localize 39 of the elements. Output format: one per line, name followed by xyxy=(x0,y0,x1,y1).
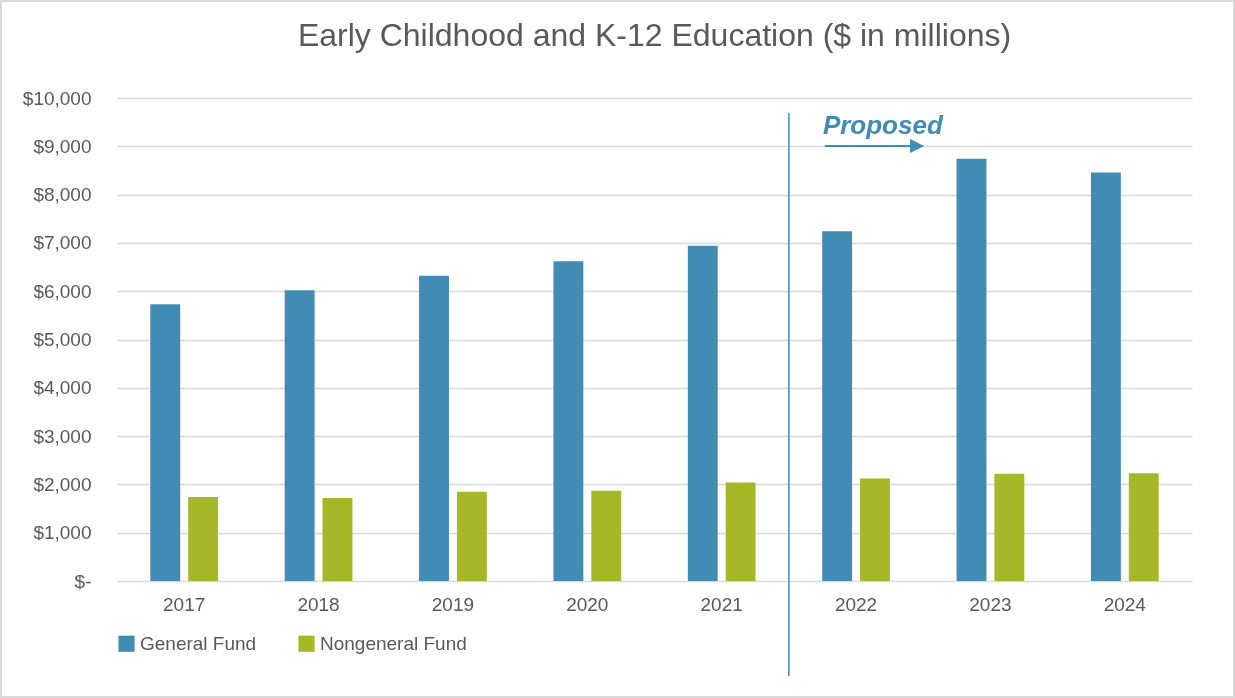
y-tick-label: $9,000 xyxy=(33,135,92,157)
x-tick-label: 2020 xyxy=(566,593,609,615)
x-tick-label: 2017 xyxy=(163,593,206,615)
bar xyxy=(150,304,181,581)
bar xyxy=(725,482,756,581)
bar xyxy=(687,245,718,581)
x-tick-label: 2021 xyxy=(700,593,743,615)
x-tick-label: 2018 xyxy=(297,593,340,615)
bar xyxy=(822,231,853,581)
bar xyxy=(188,496,219,581)
x-tick-label: 2024 xyxy=(1103,593,1147,615)
y-tick-label: $10,000 xyxy=(22,87,92,109)
y-tick-label: $2,000 xyxy=(33,473,92,495)
y-tick-label: $1,000 xyxy=(33,522,92,544)
bar xyxy=(553,261,584,581)
x-tick-label: 2023 xyxy=(969,593,1012,615)
y-tick-label: $3,000 xyxy=(33,425,92,447)
bar xyxy=(1128,473,1159,581)
chart-title: Early Childhood and K-12 Education ($ in millions) xyxy=(297,17,1012,53)
bar xyxy=(1090,172,1121,581)
bar xyxy=(994,473,1025,581)
bar xyxy=(456,491,487,581)
bar xyxy=(419,275,449,581)
x-tick-label: 2019 xyxy=(431,593,475,615)
y-tick-label: $6,000 xyxy=(33,280,92,302)
bar xyxy=(860,478,890,581)
y-tick-label: $8,000 xyxy=(33,184,92,206)
bar xyxy=(956,158,987,581)
legend-label: Nongeneral Fund xyxy=(320,632,467,654)
y-tick-label: $7,000 xyxy=(33,232,92,254)
bar xyxy=(284,290,315,581)
y-tick-label: $5,000 xyxy=(33,329,92,350)
bar xyxy=(322,497,353,581)
legend-label: General Fund xyxy=(140,632,257,654)
annotation: Proposed xyxy=(822,110,944,140)
y-tick-label: $- xyxy=(74,570,92,592)
y-tick-label: $4,000 xyxy=(33,377,92,399)
bar xyxy=(591,490,622,581)
x-tick-label: 2022 xyxy=(834,593,878,615)
